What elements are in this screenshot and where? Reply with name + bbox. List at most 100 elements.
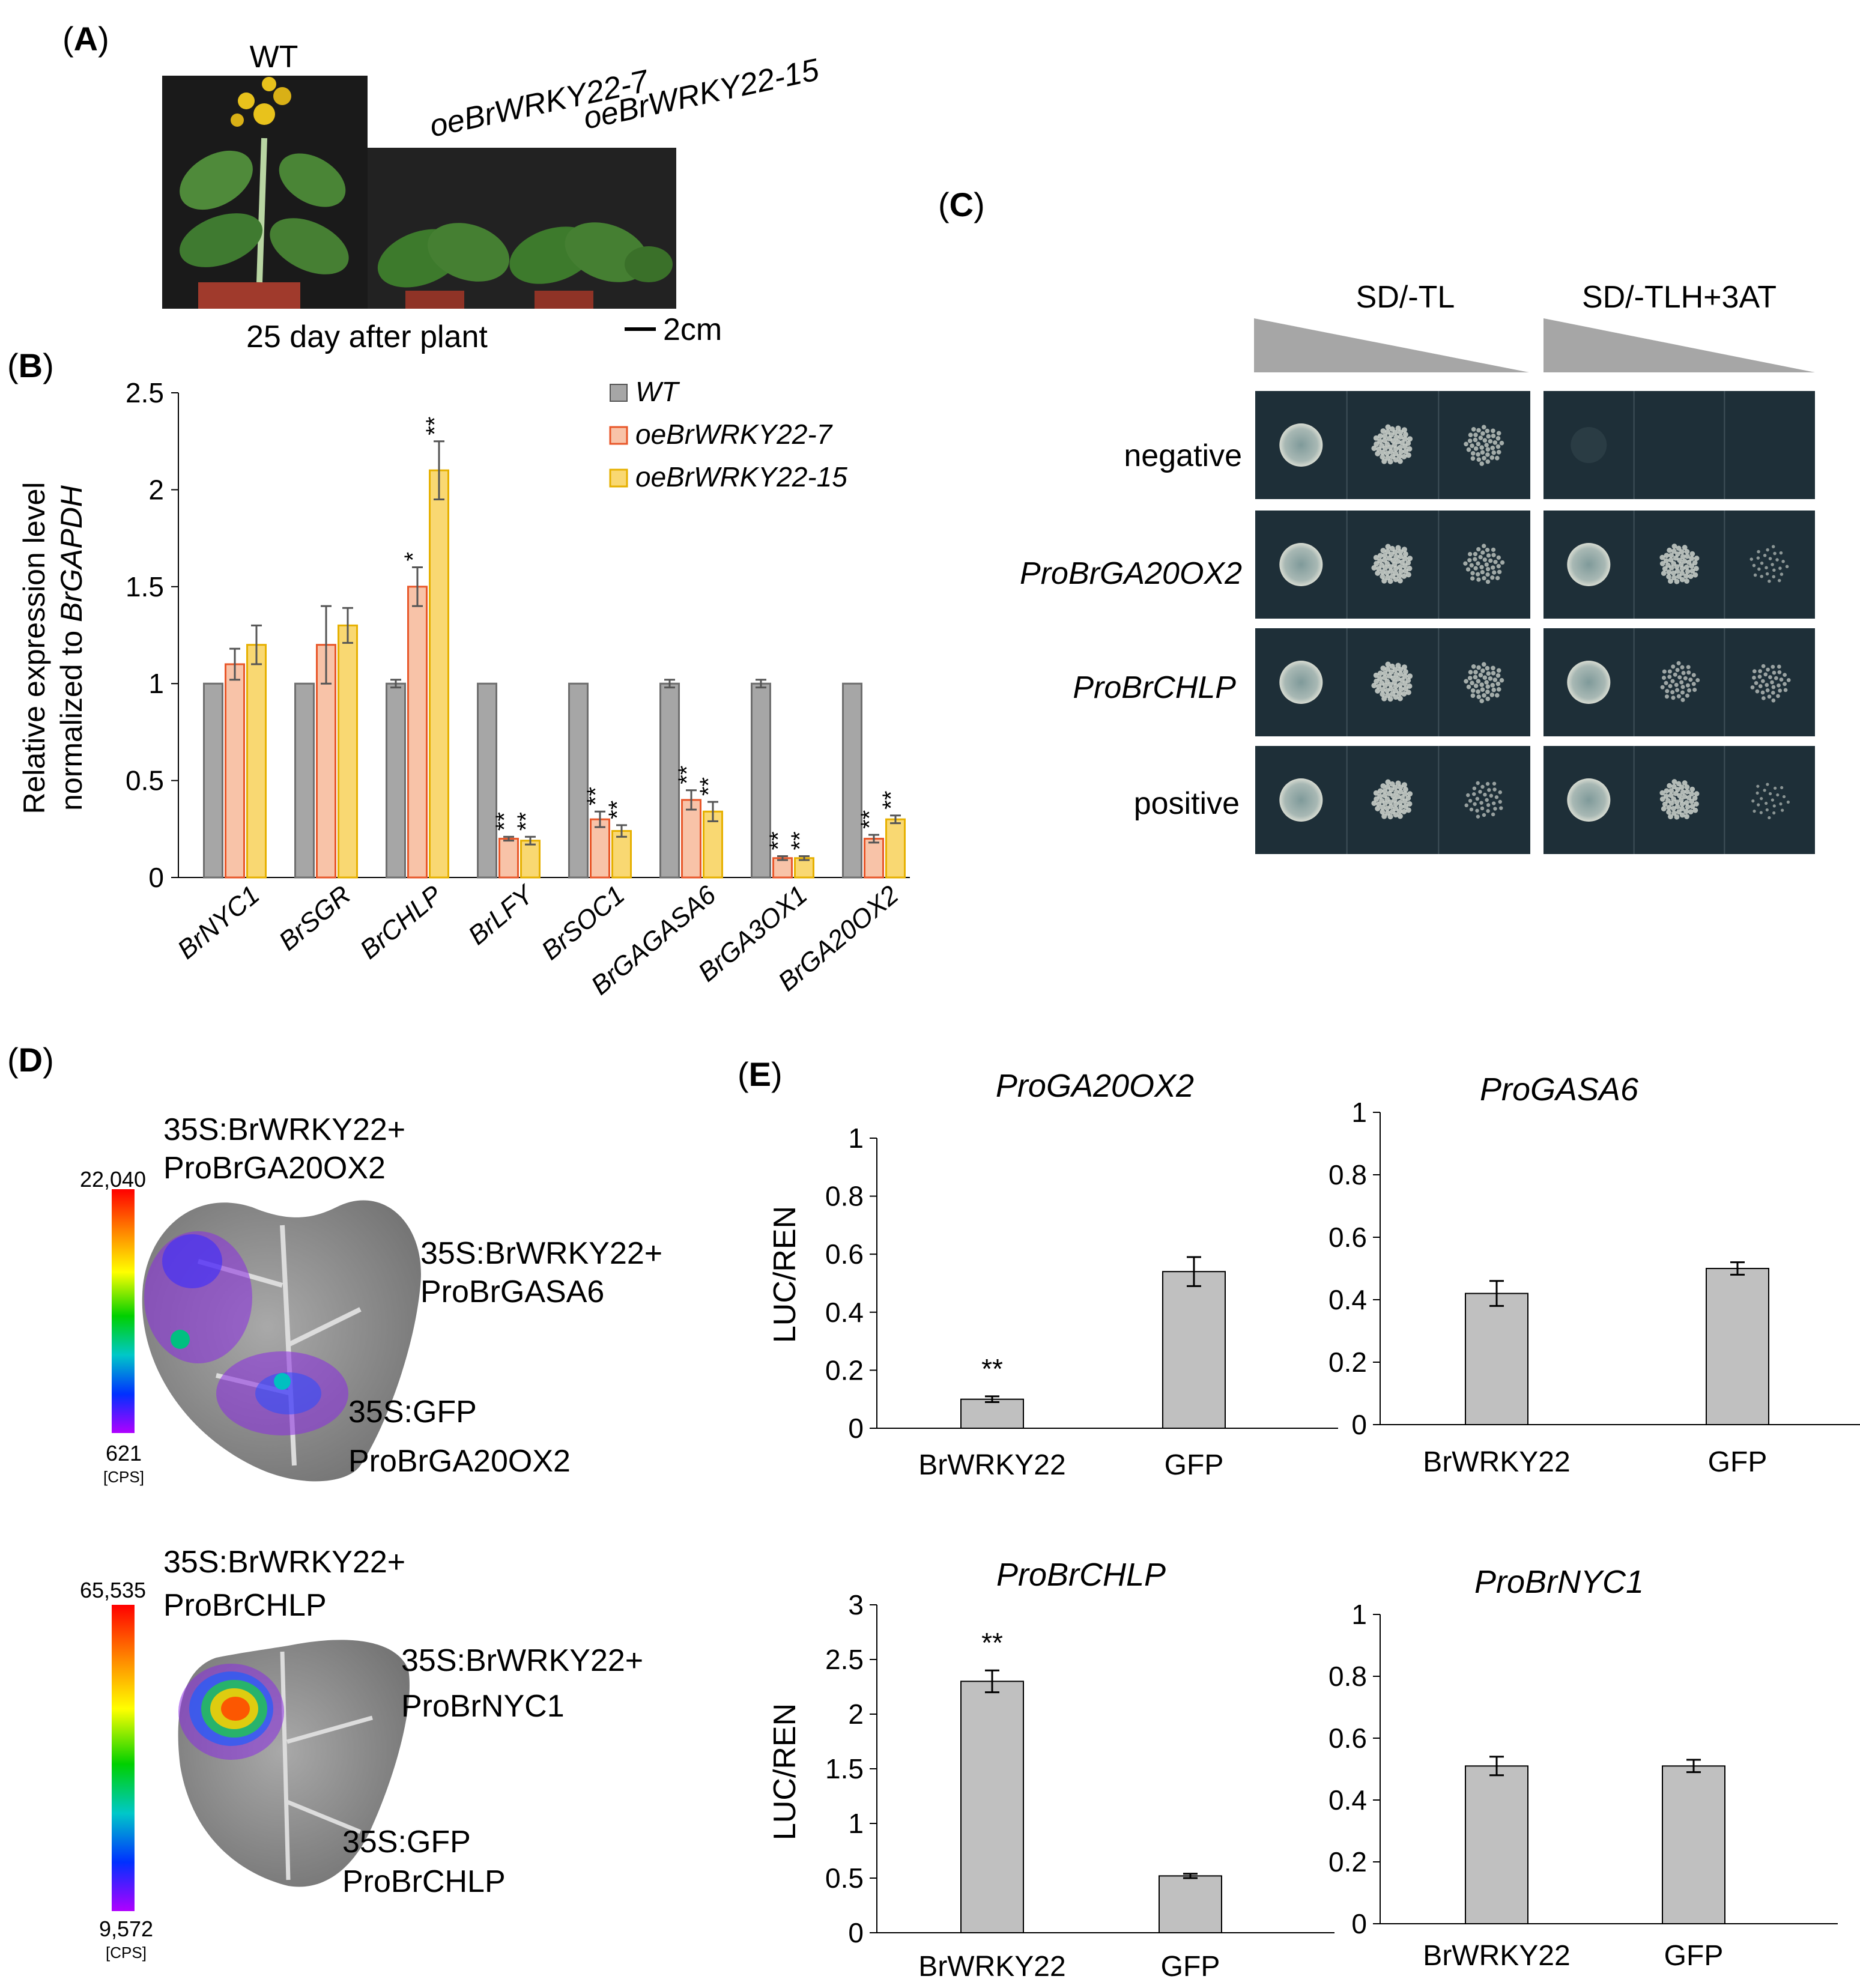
chart-e-probrnyc1: ProBrNYC1 0 0.2 0.4 0.6 0.8 1 BrWRKY22 GFP bbox=[1328, 1564, 1838, 1972]
chart-e-probrchlp: ProBrCHLP LUC/REN 0 0.5 1 1.5 2 2.5 3 ** BrWRKY22 G… bbox=[768, 1557, 1334, 1983]
row-label-negative: negative bbox=[1124, 438, 1242, 473]
chart-e-bar bbox=[1159, 1875, 1222, 1934]
legend-label-line15: oeBrWRKY22-15 bbox=[635, 461, 847, 492]
d-bottom-label-b2: ProBrNYC1 bbox=[401, 1689, 565, 1724]
yeast-spot bbox=[1464, 781, 1503, 819]
legend-swatch-wt bbox=[610, 384, 628, 402]
yeast-spot bbox=[1567, 543, 1611, 586]
chart-b-significance-mark: ** bbox=[604, 801, 631, 819]
chart-b-bar-wt bbox=[294, 682, 315, 879]
chart-e-ylabel: LUC/REN bbox=[768, 1703, 802, 1840]
chart-b-significance-mark: ** bbox=[674, 766, 700, 784]
chart-b-ylabel-line2: normalized to BrGAPDH bbox=[55, 485, 88, 811]
d-bottom-label-a1: 35S:BrWRKY22+ bbox=[163, 1545, 405, 1580]
chart-e-significance-mark: ** bbox=[981, 1353, 1003, 1384]
yeast-spot bbox=[1279, 778, 1323, 822]
chart-b-bar-line7 bbox=[498, 837, 519, 879]
chart-e-title: ProBrCHLP bbox=[996, 1557, 1166, 1593]
dilution-wedge-sd-tlh-3at bbox=[1543, 318, 1815, 372]
chart-e-ytick-label: 0.6 bbox=[825, 1238, 864, 1270]
panel-e-label: (E) bbox=[738, 1055, 783, 1093]
chart-b-bar-line15 bbox=[429, 469, 449, 879]
panel-a-wt-label: WT bbox=[250, 40, 298, 74]
chart-e-category-label: BrWRKY22 bbox=[918, 1449, 1065, 1481]
d-bottom-label-c1: 35S:GFP bbox=[342, 1825, 471, 1859]
d-bottom-label-b1: 35S:BrWRKY22+ bbox=[401, 1643, 643, 1678]
chart-b-category-label: BrNYC1 bbox=[172, 880, 265, 965]
chart-b-category-label: BrSGR bbox=[273, 880, 356, 956]
panel-c-label: (C) bbox=[938, 186, 985, 223]
yeast-spot bbox=[1371, 424, 1413, 465]
yeast-spot bbox=[1279, 423, 1323, 467]
chart-b-bar-wt bbox=[477, 682, 497, 879]
chart-b-bar-line7 bbox=[772, 857, 793, 879]
chart-e-ytick-label: 1 bbox=[848, 1808, 864, 1839]
panel-e: (E) ProGA20OX2 LUC/REN 0 0.2 0.4 0.6 0.8 1 ** BrW… bbox=[738, 1055, 1860, 1983]
d-top-label-c1: 35S:GFP bbox=[348, 1395, 477, 1429]
chart-e-ytick-label: 1 bbox=[848, 1123, 864, 1154]
chart-e-title: ProBrNYC1 bbox=[1474, 1564, 1644, 1600]
d-bottom-scale-max: 65,535 bbox=[80, 1578, 146, 1602]
chart-e-category-label: GFP bbox=[1664, 1940, 1724, 1972]
chart-e-ytick-label: 1.5 bbox=[825, 1753, 864, 1784]
chart-e-ytick-label: 0 bbox=[1351, 1409, 1367, 1440]
yeast-spot bbox=[1371, 779, 1413, 820]
d-top-label-c2: ProBrGA20OX2 bbox=[348, 1444, 571, 1479]
yeast-spot bbox=[1567, 661, 1611, 704]
chart-b-ytick-label: 0.5 bbox=[126, 765, 164, 796]
chart-e-category-label: BrWRKY22 bbox=[1423, 1446, 1570, 1478]
yeast-spot bbox=[1660, 661, 1700, 702]
d-top-label-a1: 35S:BrWRKY22+ bbox=[163, 1112, 405, 1147]
legend-label-line7: oeBrWRKY22-7 bbox=[635, 419, 833, 450]
medium-label-sd-tlh-3at: SD/-TLH+3AT bbox=[1582, 280, 1777, 315]
chart-b-category-label: BrLFY bbox=[462, 879, 540, 950]
d-top-leaf-image bbox=[142, 1200, 421, 1482]
chart-e-ytick-label: 0 bbox=[1351, 1908, 1367, 1939]
yeast-spot bbox=[1751, 783, 1790, 820]
yeast-spot bbox=[1279, 543, 1323, 586]
chart-b-significance-mark: ** bbox=[878, 791, 904, 810]
chart-e-ytick-label: 0 bbox=[848, 1413, 864, 1444]
d-top-scale-min: 621 bbox=[106, 1441, 142, 1465]
chart-e-ytick-label: 0.4 bbox=[1328, 1784, 1367, 1816]
chart-b-bar-line15 bbox=[885, 818, 906, 879]
chart-e-bar bbox=[1465, 1765, 1528, 1925]
chart-b-ytick-label: 0 bbox=[148, 862, 164, 893]
d-top-label-b1: 35S:BrWRKY22+ bbox=[420, 1236, 662, 1271]
chart-b-significance-mark: ** bbox=[583, 787, 609, 805]
row-label-probrga20ox2: ProBrGA20OX2 bbox=[1020, 556, 1242, 591]
panel-a: (A) WT oeBrWRKY22-7 oeBrWRKY22-15 bbox=[62, 20, 823, 354]
chart-e-progasa6: ProGASA6 0 0.2 0.4 0.6 0.8 1 BrWRKY22 GFP bbox=[1328, 1071, 1860, 1478]
chart-b-bar-wt bbox=[203, 682, 223, 879]
chart-e-ytick-label: 0.2 bbox=[1328, 1347, 1367, 1378]
chart-e-ylabel: LUC/REN bbox=[768, 1206, 802, 1343]
chart-b-ytick-label: 1.5 bbox=[126, 571, 164, 602]
chart-e-ytick-label: 1 bbox=[1351, 1097, 1367, 1128]
chart-b-bar-wt bbox=[842, 682, 862, 879]
d-bottom-label-a2: ProBrCHLP bbox=[163, 1588, 327, 1623]
chart-e-ytick-label: 2 bbox=[848, 1699, 864, 1730]
chart-e-bar bbox=[1162, 1271, 1226, 1429]
d-bottom-scale-min: 9,572 bbox=[99, 1917, 153, 1941]
yeast-spot bbox=[1371, 661, 1413, 702]
yeast-spot bbox=[1659, 544, 1700, 584]
chart-e-category-label: GFP bbox=[1165, 1449, 1224, 1481]
chart-b-bar-line15 bbox=[611, 830, 632, 879]
legend-swatch-line15 bbox=[609, 468, 628, 488]
chart-b-ytick-label: 2 bbox=[148, 474, 164, 505]
chart-e-category-label: BrWRKY22 bbox=[1423, 1940, 1570, 1972]
chart-e-ytick-label: 0.8 bbox=[1328, 1661, 1367, 1692]
panel-c: (C) SD/-TL SD/-TLH+3AT negative ProBrGA2… bbox=[938, 186, 1815, 854]
chart-b-bar-line15 bbox=[794, 857, 814, 879]
chart-b-bar-line7 bbox=[590, 818, 610, 879]
panel-b-label: (B) bbox=[7, 347, 54, 384]
d-top-scale-max: 22,040 bbox=[80, 1167, 146, 1192]
panel-b: (B) Relative expression level normalized… bbox=[7, 347, 910, 1001]
chart-b-bar-line7 bbox=[681, 799, 701, 879]
d-bottom-color-scale bbox=[112, 1605, 135, 1911]
chart-b-legend: WT oeBrWRKY22-7 oeBrWRKY22-15 bbox=[609, 376, 847, 492]
chart-e-bar bbox=[1706, 1268, 1769, 1425]
chart-b-significance-mark: ** bbox=[422, 417, 448, 435]
chart-e-ytick-label: 0.8 bbox=[1328, 1159, 1367, 1190]
